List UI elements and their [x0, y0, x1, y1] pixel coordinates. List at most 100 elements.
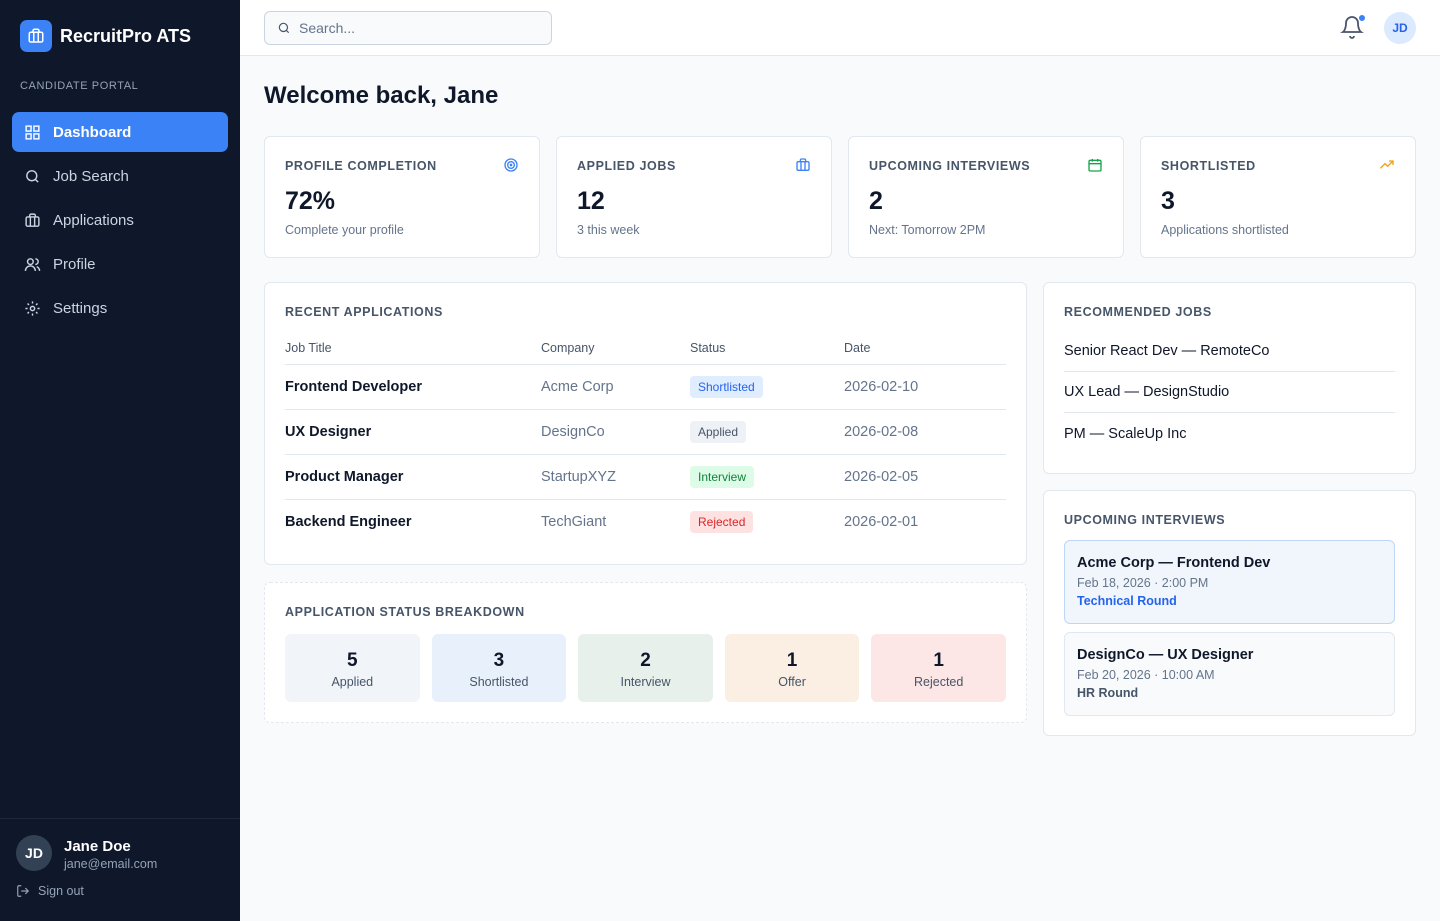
date: 2026-02-08: [844, 409, 1006, 455]
icon: [1088, 159, 1102, 172]
card-title: RECOMMENDED JOBS: [1064, 305, 1212, 319]
breakdown-label: Interview: [620, 675, 671, 689]
briefcase-icon: [28, 28, 44, 43]
nav-item[interactable]: Profile: [12, 244, 228, 284]
stat-card: APPLIED JOBS 12 3 this week: [556, 136, 832, 258]
status-badge: Interview: [690, 465, 755, 488]
header-row: Job Title Company Status Date: [285, 333, 1006, 365]
brand-logo: [20, 20, 52, 52]
stat-card: PROFILE COMPLETION 72% Complete your profi…: [264, 136, 540, 258]
nav-label: Profile: [53, 255, 96, 273]
job-item[interactable]: UX Lead — DesignStudio: [1064, 372, 1395, 413]
date: 2026-02-05: [844, 454, 1006, 500]
stat-note: 3 this week: [577, 223, 640, 237]
breakdown-box: 5 Applied: [285, 634, 420, 702]
interview-round: Technical Round: [1077, 594, 1177, 608]
icon: [24, 257, 41, 271]
interview-time: Feb 18, 2026 · 2:00 PM: [1077, 576, 1209, 590]
search-placeholder: Search...: [299, 20, 356, 36]
breakdown-box: 1 Rejected: [871, 634, 1006, 702]
sign-out[interactable]: Sign out: [16, 884, 84, 898]
upcoming-interviews: UPCOMING INTERVIEWS Acme Corp — Frontend …: [1043, 490, 1416, 736]
interview-round: HR Round: [1077, 686, 1139, 700]
nav-item[interactable]: Job Search: [12, 156, 228, 196]
icon: [26, 169, 39, 183]
stat-label: SHORTLISTED: [1161, 159, 1256, 173]
job-title: Backend Engineer: [285, 513, 412, 530]
recommended-jobs: RECOMMENDED JOBS Senior React Dev — Remot…: [1043, 282, 1416, 474]
application-row[interactable]: UX Designer DesignCo Applied 2026-02-08: [285, 409, 1006, 455]
stat-value: 3: [1161, 187, 1175, 215]
status-badge: Shortlisted: [690, 375, 763, 398]
page-title: Welcome back, Jane: [264, 82, 499, 109]
breakdown-label: Applied: [331, 675, 374, 689]
interview-title: Acme Corp — Frontend Dev: [1077, 555, 1271, 571]
breakdown-count: 5: [347, 650, 358, 671]
icon: [25, 300, 40, 316]
column-header: Date: [844, 333, 1006, 365]
brand-name: RecruitPro ATS: [60, 25, 192, 46]
application-row[interactable]: Product Manager StartupXYZ Interview 2026-0…: [285, 454, 1006, 500]
icon: [1379, 160, 1394, 169]
nav-item[interactable]: Applications: [12, 200, 228, 240]
nav-label: Settings: [53, 299, 108, 317]
interview-item[interactable]: Acme Corp — Frontend Dev Feb 18, 2026 · 2…: [1064, 540, 1395, 624]
user-panel: JD Jane Doe jane@email.com Sign out: [0, 818, 240, 898]
stat-icon: [1087, 157, 1103, 178]
icon: [504, 158, 518, 172]
card-title: APPLICATION STATUS BREAKDOWN: [285, 605, 525, 619]
breakdown-label: Offer: [778, 675, 806, 689]
breakdown-box: 1 Offer: [724, 634, 860, 702]
breakdown-count: 2: [640, 650, 651, 671]
search-input[interactable]: Search...: [264, 11, 552, 45]
interview-title: DesignCo — UX Designer: [1077, 647, 1254, 663]
status-breakdown: APPLICATION STATUS BREAKDOWN 5 Applied 3 Sho…: [264, 582, 1027, 723]
breakdown-count: 3: [493, 650, 505, 671]
section-label: CANDIDATE PORTAL: [20, 80, 139, 92]
job-item[interactable]: PM — ScaleUp Inc: [1064, 425, 1187, 442]
nav-label: Dashboard: [53, 123, 132, 141]
card-title: UPCOMING INTERVIEWS: [1064, 513, 1226, 527]
nav-item[interactable]: Settings: [12, 288, 228, 328]
stat-value: 12: [577, 187, 605, 215]
sign-out-label: Sign out: [38, 884, 84, 898]
nav-label: Applications: [53, 211, 134, 229]
stat-note: Next: Tomorrow 2PM: [869, 223, 986, 237]
stat-card: SHORTLISTED 3 Applications shortlisted: [1140, 136, 1416, 258]
user-name: Jane Doe: [64, 838, 131, 855]
stat-value: 72%: [285, 187, 336, 215]
interview-item[interactable]: DesignCo — UX Designer Feb 20, 2026 · 10:…: [1064, 632, 1395, 716]
breakdown-row: 5 Applied 3 Shortlisted 2 Interview 1 Offer 1 Rej…: [285, 634, 1006, 702]
brand: RecruitPro ATS: [20, 20, 191, 52]
card-title: RECENT APPLICATIONS: [285, 305, 443, 319]
column-header: Company: [541, 333, 690, 365]
status-cell: Shortlisted: [690, 364, 844, 410]
stat-label: APPLIED JOBS: [577, 159, 676, 173]
application-row[interactable]: Frontend Developer Acme Corp Shortlisted 20…: [285, 364, 1006, 410]
nav: Dashboard Job Search Applications Profile Se…: [12, 112, 228, 332]
date: 2026-02-01: [844, 513, 919, 530]
company: DesignCo: [541, 409, 690, 455]
nav-item[interactable]: Dashboard: [12, 112, 228, 152]
job-item[interactable]: Senior React Dev — RemoteCo: [1064, 331, 1395, 372]
stat-note: Applications shortlisted: [1161, 223, 1289, 237]
notifications[interactable]: [1340, 14, 1366, 45]
stat-icon: [1379, 157, 1395, 178]
stat-label: PROFILE COMPLETION: [285, 159, 437, 173]
job-title: Product Manager: [285, 454, 541, 500]
search-icon: [278, 22, 290, 34]
user-avatar: JD: [16, 835, 52, 871]
icon: [25, 212, 40, 227]
company: StartupXYZ: [541, 454, 690, 500]
status-cell: Interview: [690, 454, 844, 500]
interview-time: Feb 20, 2026 · 10:00 AM: [1077, 668, 1215, 682]
bell-icon: [1340, 16, 1364, 39]
company: Acme Corp: [541, 364, 690, 410]
application-row[interactable]: Backend Engineer TechGiant Rejected 2026-02…: [285, 499, 1006, 544]
stat-card: UPCOMING INTERVIEWS 2 Next: Tomorrow 2PM: [848, 136, 1124, 258]
avatar[interactable]: JD: [1384, 12, 1416, 44]
company: TechGiant: [541, 513, 607, 530]
recent-applications: RECENT APPLICATIONS Job Title Company Statu…: [264, 282, 1027, 565]
status-cell: Rejected: [690, 499, 844, 544]
